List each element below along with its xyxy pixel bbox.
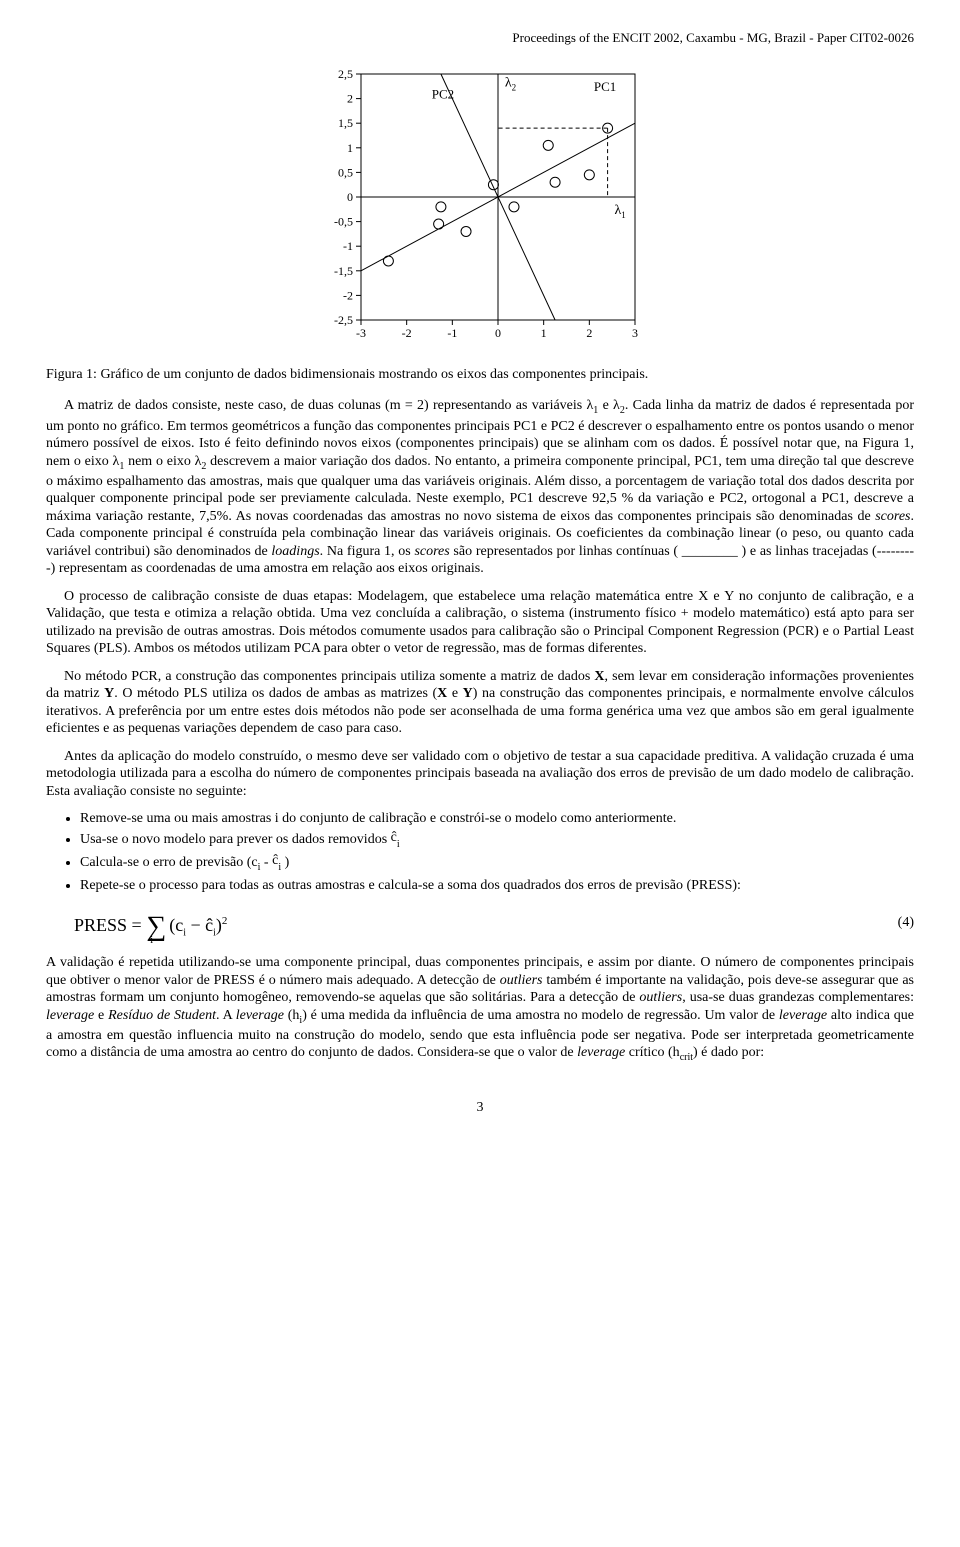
term-leverage: leverage <box>236 1008 284 1023</box>
subscript: crit <box>680 1052 693 1063</box>
svg-text:-1: -1 <box>447 326 457 340</box>
text: , usa-se duas grandezas complementares: <box>682 990 914 1005</box>
svg-text:λ1: λ1 <box>614 203 625 220</box>
text: crítico (h <box>625 1045 679 1060</box>
term-outliers: outliers <box>500 973 543 988</box>
term-leverage: leverage <box>779 1008 827 1023</box>
svg-text:-1,5: -1,5 <box>334 264 353 278</box>
svg-text:0: 0 <box>495 326 501 340</box>
text: No método PCR, a construção das componen… <box>64 669 594 684</box>
paragraph-4: Antes da aplicação do modelo construído,… <box>46 748 914 801</box>
figure-caption: Figura 1: Gráfico de um conjunto de dado… <box>46 366 914 384</box>
svg-text:2: 2 <box>347 92 353 106</box>
list-item: Repete-se o processo para todas as outra… <box>80 877 914 895</box>
term-leverage: leverage <box>46 1008 94 1023</box>
text: (h <box>284 1008 299 1023</box>
page-number: 3 <box>46 1099 914 1117</box>
sigma-index: i <box>150 934 153 946</box>
matrix-y: Y <box>463 686 473 701</box>
text: ) <box>281 855 289 870</box>
term-leverage: leverage <box>577 1045 625 1060</box>
svg-text:1: 1 <box>541 326 547 340</box>
svg-text:1: 1 <box>347 141 353 155</box>
term-scores: scores <box>414 544 449 559</box>
text: Calcula-se o erro de previsão (c <box>80 855 258 870</box>
text: ) é dado por: <box>693 1045 764 1060</box>
svg-text:-1: -1 <box>343 239 353 253</box>
c-hat: ĉ <box>272 853 278 868</box>
svg-text:PC1: PC1 <box>594 79 616 94</box>
svg-text:-2,5: -2,5 <box>334 313 353 327</box>
term-student-residual: Resíduo de Student <box>108 1008 216 1023</box>
equation-number: (4) <box>898 914 914 932</box>
term-loadings: loadings <box>271 544 319 559</box>
svg-text:2,5: 2,5 <box>338 67 353 81</box>
svg-text:0,5: 0,5 <box>338 166 353 180</box>
svg-text:-0,5: -0,5 <box>334 215 353 229</box>
text: e <box>447 686 462 701</box>
svg-text:PC2: PC2 <box>432 87 454 102</box>
svg-text:-2: -2 <box>402 326 412 340</box>
page-header: Proceedings of the ENCIT 2002, Caxambu -… <box>46 30 914 46</box>
subscript: i <box>397 839 400 850</box>
svg-text:3: 3 <box>632 326 638 340</box>
matrix-x: X <box>437 686 447 701</box>
svg-text:-2: -2 <box>343 289 353 303</box>
paragraph-1: A matriz de dados consiste, neste caso, … <box>46 397 914 578</box>
svg-text:1,5: 1,5 <box>338 116 353 130</box>
text: . Na figura 1, os <box>320 544 415 559</box>
list-item: Usa-se o novo modelo para prever os dado… <box>80 831 914 851</box>
eq-lhs: PRESS = <box>74 915 146 935</box>
svg-text:2: 2 <box>586 326 592 340</box>
text: e <box>94 1008 108 1023</box>
equation-press: PRESS = ∑i(ci − ĉi)2 (4) <box>74 905 914 940</box>
text: A matriz de dados consiste, neste caso, … <box>64 398 593 413</box>
term-scores: scores <box>875 509 910 524</box>
equation-body: PRESS = ∑i(ci − ĉi)2 <box>74 905 227 940</box>
list-item: Calcula-se o erro de previsão (ci - ĉi ) <box>80 854 914 874</box>
paragraph-2: O processo de calibração consiste de dua… <box>46 588 914 658</box>
text: Usa-se o novo modelo para prever os dado… <box>80 832 391 847</box>
svg-text:-3: -3 <box>356 326 366 340</box>
paragraph-3: No método PCR, a construção das componen… <box>46 668 914 738</box>
svg-text:0: 0 <box>347 190 353 204</box>
validation-steps-list: Remove-se uma ou mais amostras i do conj… <box>46 810 914 895</box>
list-item: Remove-se uma ou mais amostras i do conj… <box>80 810 914 828</box>
svg-text:λ2: λ2 <box>505 76 516 93</box>
matrix-x: X <box>594 669 604 684</box>
text: . O método PLS utiliza os dados de ambas… <box>114 686 437 701</box>
text: e λ <box>598 398 620 413</box>
matrix-y: Y <box>104 686 114 701</box>
pca-scatter-chart: -3 -2 -1 0 1 2 3 -2,5 -2 -1,5 -1 -0,5 0 0,5 1 1,5 2 2,5 PC… <box>315 64 645 344</box>
text: - <box>260 855 272 870</box>
c-hat: ĉ <box>391 830 397 845</box>
text: . A <box>216 1008 236 1023</box>
figure-1: -3 -2 -1 0 1 2 3 -2,5 -2 -1,5 -1 -0,5 0 0,5 1 1,5 2 2,5 PC… <box>46 64 914 350</box>
term-outliers: outliers <box>639 990 682 1005</box>
text: ) é uma medida da influência de uma amos… <box>302 1008 779 1023</box>
paragraph-5: A validação é repetida utilizando-se uma… <box>46 954 914 1065</box>
text: nem o eixo λ <box>124 454 201 469</box>
